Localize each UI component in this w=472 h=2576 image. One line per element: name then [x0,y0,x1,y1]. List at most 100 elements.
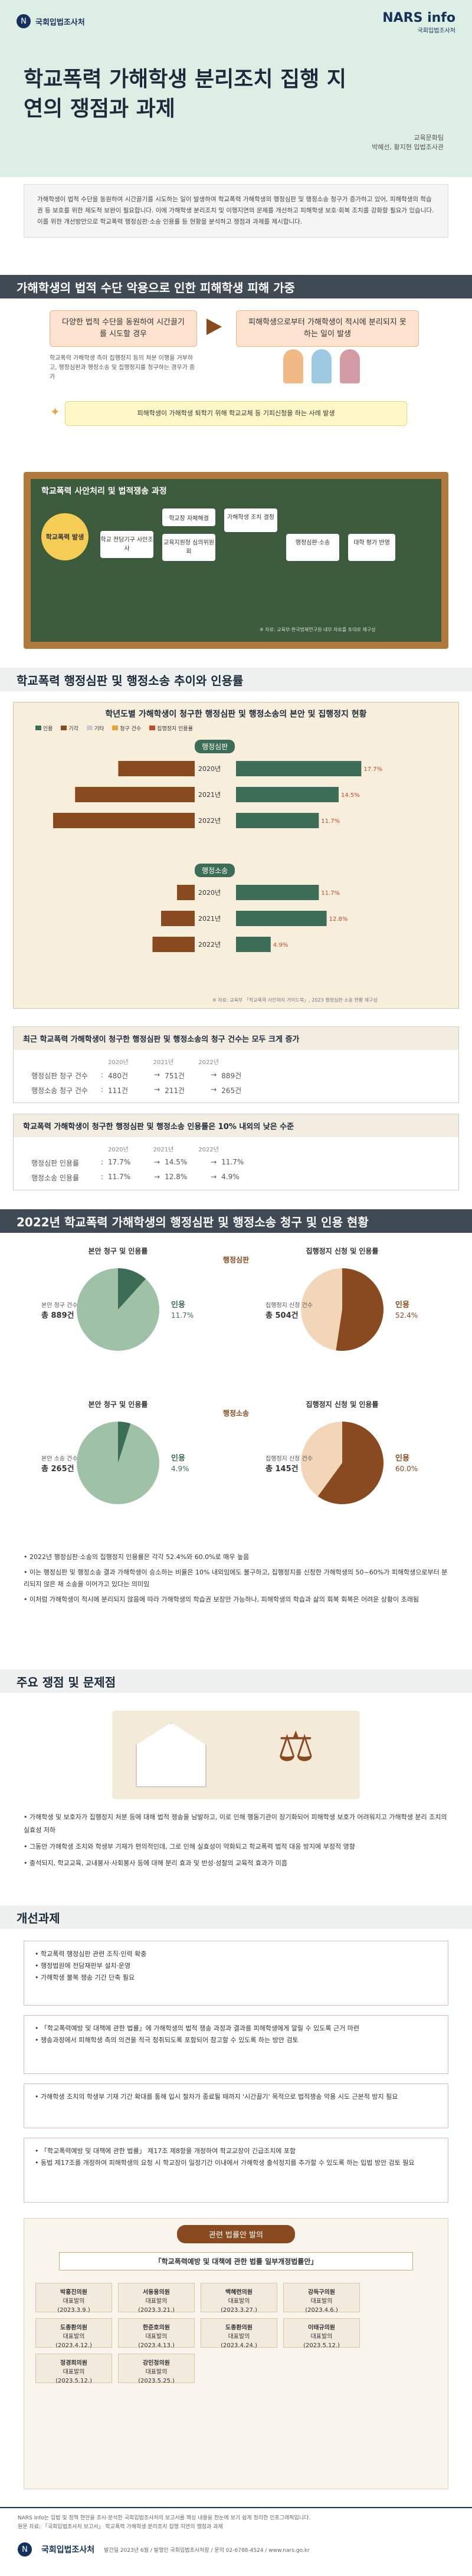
rate-label: 17.7% [363,766,382,773]
tag-admin: 행정심판 [223,1255,249,1264]
footer-contact: 발간일 2023년 6월 / 발행인 국회입법조사처장 / 문의 02-6788… [104,2547,310,2554]
donut-rate: 52.4% [395,1311,418,1320]
law-item: 서동용의원 대표발의 (2023.3.21.) [118,2283,195,2314]
stat1-title: 최근 학교폭력 가해학생이 청구한 행정심판 및 행정소송의 청구 건수는 모두… [14,1027,458,1050]
donut-total-label: 집행정지 신청 건수 [266,1302,313,1309]
step-4: 가해학생 조치 결정 [224,508,277,532]
footer-note: NARS Info는 입법 및 정책 현안을 조사·분석한 국회입법조사처의 보… [18,2515,311,2521]
donut-label: 인용 [171,1300,185,1310]
donut-total: 총 265건 [41,1464,74,1474]
board-title: 학교폭력 사안처리 및 법적쟁송 과정 [41,487,167,496]
legend-4: 집행정지 인용률 [149,724,193,732]
count-bar [152,937,195,952]
law-item: 도종환의원 대표발의 (2023.4.24.) [201,2318,277,2349]
donut-total: 총 889건 [41,1311,74,1320]
improve-box-4: • 「학교폭력예방 및 대책에 관한 법률」 제17조 제8항을 개정하여 학교… [24,2138,448,2203]
legend-1: 기각 [61,724,78,732]
tag-court: 행정소송 [223,1409,249,1417]
brand-logo[interactable]: NARS info 국회입법조사처 [382,11,455,34]
stat2-title: 학교폭력 가해학생이 청구한 행정심판 및 행정소송 인용률은 10% 내외의 … [14,1114,458,1137]
author-role: 교육문화팀 [414,134,444,142]
arrow-right-icon [206,319,222,335]
year-label: 2020년 [198,765,221,773]
count-bar [75,787,195,802]
year-label: 2021년 [198,791,221,799]
donut-rate: 11.7% [171,1311,194,1320]
improve-3-0: • 가해학생 조치의 학생부 기재 기간 확대를 통해 입시 철차가 종료될 때… [35,2093,398,2101]
sec3-bullet-1: • 이는 행정심판 및 행정소송 결과 가해학생이 승소하는 비율은 10% 내… [24,1568,448,1588]
footer: NARS Info는 입법 및 정책 현안을 조사·분석한 국회입법조사처의 보… [0,2507,472,2576]
section-title-2: 학교폭력 행정심판 및 행정소송 추이와 인용률 [0,668,472,691]
note-text: 학교폭력 가해학생 측이 집행정지 등의 처분 이행을 거부하고, 행정심판과 … [50,355,195,380]
donut-slice [118,1268,146,1310]
stat1-row-0: 행정심판 청구 건수: 480건 → 751건 → 889건 [31,1071,242,1080]
law-item: 도종환의원 대표발의 (2023.4.12.) [35,2318,112,2349]
panel-a-label: 행정심판 [195,740,235,753]
legend-3: 청구 건수 [112,724,141,732]
step-5: 행정심판·소송 [286,534,339,561]
count-bar [177,885,195,900]
author-info: 교육문화팀 박혜선, 황지현 입법조사관 [372,133,444,152]
page-title: 학교폭력 가해학생 분리조치 집행 지연의 쟁점과 과제 [24,67,346,121]
improve-box-1: • 학교폭력 행정심판 관련 조직·인력 확충 • 행정법원에 전담재판부 설치… [24,1941,448,2006]
donut-total: 총 504건 [266,1311,299,1320]
improve-4-0: • 「학교폭력예방 및 대책에 관한 법률」 제17조 제8항을 개정하여 학교… [35,2147,296,2155]
issue-1: • 그동안 가해학생 조치와 학생부 기재가 편의적인데, 그로 인해 실효성이… [24,1843,355,1850]
trend-chart-frame [13,702,459,1009]
improve-box-3: • 가해학생 조치의 학생부 기재 기간 확대를 통해 입시 철차가 종료될 때… [24,2083,448,2128]
law-item: 백혜련의원 대표발의 (2023.3.27.) [201,2283,277,2314]
rate-label: 11.7% [321,890,340,897]
year-label: 2020년 [198,889,221,897]
rate-bar [236,813,319,828]
stat2-row-1: 행정소송 인용률: 11.7% → 12.8% → 4.9% [31,1173,240,1182]
improve-1-1: • 행정법원에 전담재판부 설치·운영 [35,1962,131,1970]
rate-bar [236,911,327,926]
donut-rate: 4.9% [171,1465,189,1473]
donut-slice [317,1422,384,1504]
org-logo[interactable]: N 국회입법조사처 [17,14,85,28]
pill-left: 다양한 법적 수단을 동원하여 시간끌기를 시도할 경우 [50,310,197,347]
section-title-1: 가해학생의 법적 수단 악용으로 인한 피해학생 피해 가중 [0,275,472,298]
step-6: 대학 평가 반영 [348,534,395,561]
chart-legend: 인용 기각 기타 청구 건수 집행정지 인용률 [35,724,193,732]
year-label: 2022년 [198,941,221,949]
step-0: 학교폭력 발생 [41,513,88,560]
stat2-row-0: 행정심판 인용률: 17.7% → 14.5% → 11.7% [31,1158,244,1167]
improve-1-2: • 가해학생 불복 쟁송 기간 단축 필요 [35,1974,135,1981]
law-item: 강민정의원 대표발의 (2023.5.25.) [118,2354,195,2384]
students-illustration [248,349,395,385]
step-3: 교육지원청 심의위원회 [162,534,215,561]
rate-label: 11.7% [321,818,340,825]
step-2: 학교장 자체해결 [162,508,215,526]
sec3-bullets: • 2022년 행정심판·소송의 집행정지 인용률은 각각 52.4%와 60.… [24,1551,448,1606]
footer-note2: 원문 자료: 「국회입법조사처 보고서」 학교폭력 가해학생 분리조치 집행 지… [18,2524,223,2530]
board-note: ※ 자료: 교육부·한국법제연구원 내부 자료를 토대로 재구성 [260,627,376,632]
law-item: 한준호의원 대표발의 (2023.4.13.) [118,2318,195,2349]
law-subtitle: 「학교폭력예방 및 대책에 관한 법률 일부개정법률안」 [59,2252,413,2270]
improve-2-1: • 쟁송과정에서 피해학생 측의 의견을 적극 청취되도록 포함되어 참고할 수… [35,2036,299,2044]
rate-bar [236,787,339,802]
donut-total: 총 145건 [266,1464,299,1474]
pill-right: 피해학생으로부터 가해학생이 적시에 분리되지 못하는 일이 발생 [236,310,419,347]
donut-title: 집행정지 신청 및 인용률 [306,1400,379,1409]
count-bar [53,813,195,828]
donut-label: 인용 [171,1453,185,1463]
stat-box-rates: 학교폭력 가해학생이 청구한 행정심판 및 행정소송 인용률은 10% 내외의 … [13,1114,459,1190]
issues-list: • 가해학생 및 보호자가 집행정지 처분 등에 대해 법적 쟁송을 남발하고,… [24,1811,448,1870]
stat1-years: 2020년 2021년 2022년 [108,1059,219,1066]
donut-total-label: 본안 청구 건수 [41,1302,78,1309]
trend-chart: 2020년 17.7% 2021년 14.5% 2022년 11.7% 2020년 11.7%… [53,761,382,952]
lightbulb-icon: ✦ [50,405,60,419]
donut-total-label: 본안 소송 건수 [41,1455,78,1462]
stat2-years: 2020년 2021년 2022년 [108,1147,219,1153]
law-item: 이태규의원 대표발의 (2023.5.12.) [283,2318,360,2349]
sec3-bullet-0: • 2022년 행정심판·소송의 집행정지 인용률은 각각 52.4%와 60.… [24,1553,250,1561]
emblem-icon: N [17,14,31,28]
sec3-bullet-2: • 이처럼 가해학생이 적시에 분리되지 않음에 따라 가해학생의 학습권 보장… [24,1596,419,1603]
stat1-row-1: 행정소송 청구 건수: 111건 → 211건 → 265건 [31,1085,242,1095]
footer-emblem-icon: N [18,2542,32,2557]
donut-slice [118,1422,131,1463]
donut-title: 본안 청구 및 인용률 [88,1400,148,1409]
count-bar [161,911,195,926]
